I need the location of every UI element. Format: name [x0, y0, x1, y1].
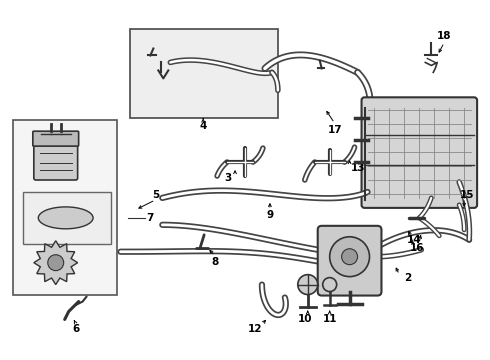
- Text: 16: 16: [410, 243, 424, 253]
- Text: 15: 15: [460, 190, 474, 200]
- Text: 7: 7: [147, 213, 154, 223]
- Bar: [23, 192, 111, 244]
- Text: 1: 1: [336, 265, 343, 275]
- FancyBboxPatch shape: [34, 141, 77, 180]
- Text: 11: 11: [322, 314, 337, 324]
- Bar: [13, 120, 118, 294]
- Bar: [130, 28, 278, 118]
- Text: 10: 10: [297, 314, 312, 324]
- Text: 12: 12: [248, 324, 262, 334]
- Circle shape: [298, 275, 318, 294]
- Circle shape: [330, 237, 369, 276]
- Circle shape: [48, 255, 64, 271]
- Polygon shape: [34, 241, 77, 285]
- Text: 9: 9: [267, 210, 273, 220]
- Text: 4: 4: [199, 121, 207, 131]
- Text: 17: 17: [327, 125, 342, 135]
- Text: 3: 3: [224, 173, 232, 183]
- Circle shape: [342, 249, 358, 265]
- FancyBboxPatch shape: [318, 226, 382, 296]
- FancyBboxPatch shape: [362, 97, 477, 208]
- Text: 13: 13: [350, 163, 365, 173]
- Text: 8: 8: [212, 257, 219, 267]
- Text: 18: 18: [437, 31, 451, 41]
- Text: 2: 2: [404, 273, 411, 283]
- Text: 6: 6: [72, 324, 79, 334]
- Ellipse shape: [38, 207, 93, 229]
- FancyBboxPatch shape: [33, 131, 78, 146]
- Circle shape: [323, 278, 337, 292]
- Text: 14: 14: [407, 235, 422, 245]
- Text: 5: 5: [152, 190, 159, 200]
